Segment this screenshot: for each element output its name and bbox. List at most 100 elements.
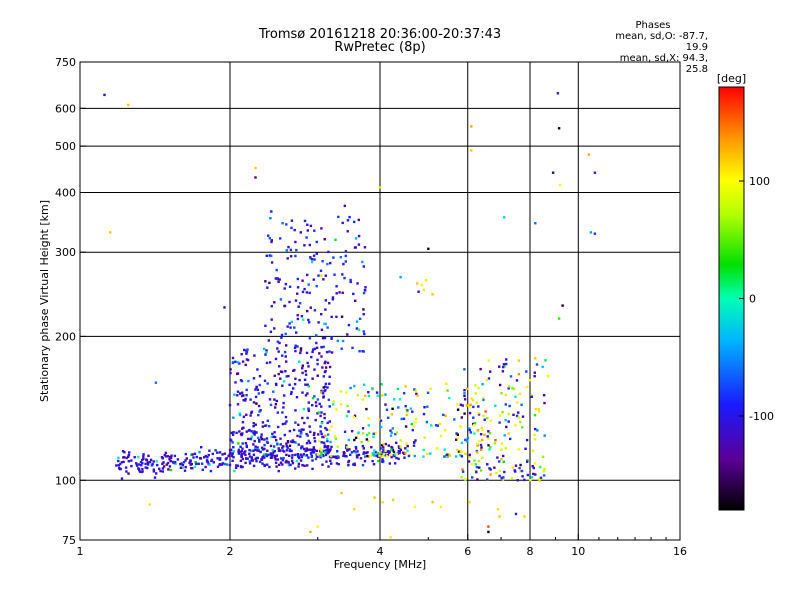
cloud-point [384,449,387,452]
cloud-point [297,455,300,459]
cloud-point [299,453,302,456]
cloud-point [166,455,170,458]
cloud-point [252,401,256,404]
chart-subtitle: RwPretec (8p) [334,40,426,55]
cloud-point [226,463,229,466]
cloud-point [236,394,239,397]
cloud-point [398,451,401,455]
cloud-point [296,453,300,456]
cloud-point [277,350,280,353]
data-point [270,210,273,213]
cloud-point [479,443,483,447]
cloud-point [276,458,280,461]
data-point [254,176,257,179]
cloud-point [330,425,333,428]
cloud-point [382,442,385,446]
cloud-point [502,460,505,463]
cloud-point [457,450,461,453]
cloud-point [357,218,360,222]
cloud-point [274,403,278,406]
cloud-point [173,454,177,458]
cloud-point [297,462,301,465]
cloud-point [279,443,282,446]
cloud-point [231,433,235,436]
cloud-point [252,464,256,468]
cloud-point [272,451,275,454]
cloud-point [306,416,309,420]
cloud-point [395,431,399,434]
cloud-point [167,468,170,471]
cloud-point [239,433,243,436]
cloud-point [324,360,327,363]
cloud-point [329,459,332,462]
cloud-point [350,451,354,454]
cloud-point [315,285,318,288]
cloud-point [304,373,308,376]
cloud-point [315,346,319,349]
cloud-point [236,464,239,467]
cloud-point [487,377,491,380]
cloud-point [314,401,318,404]
cloud-point [218,463,222,466]
cloud-point [532,466,535,470]
cloud-point [261,462,264,465]
cloud-point [119,467,122,471]
cloud-point [355,320,359,323]
cloud-point [214,449,217,452]
cloud-point [361,463,365,467]
cloud-point [218,457,222,460]
cloud-point [505,358,508,361]
cloud-point [365,451,368,455]
cloud-point [346,446,349,449]
cloud-point [308,337,312,340]
cloud-point [163,453,166,457]
cloud-point [137,463,140,466]
cloud-point [410,422,413,426]
cloud-point [397,457,400,461]
cloud-point [487,444,490,447]
cloud-point [331,296,335,299]
cloud-point [249,414,252,417]
cloud-point [146,461,150,464]
cloud-point [239,465,243,468]
cloud-point [256,436,260,439]
cloud-point [349,280,352,284]
cloud-point [236,361,240,364]
cloud-point [402,451,405,454]
cloud-point [286,257,289,260]
cloud-point [242,399,245,402]
cloud-point [319,425,322,428]
cloud-point [328,375,331,378]
data-point [589,231,593,234]
cloud-point [300,455,303,459]
cloud-point [266,419,269,422]
cloud-point [306,273,309,277]
cloud-point [216,451,219,454]
cloud-point [156,463,159,467]
cloud-point [526,473,529,477]
cloud-point [531,449,535,452]
cloud-point [363,460,367,463]
cloud-point [400,417,403,421]
cloud-point [413,441,416,444]
cloud-point [357,234,361,238]
cloud-point [446,455,449,458]
cloud-point [489,370,492,373]
cloud-point [223,462,227,466]
cloud-point [258,375,262,378]
cloud-point [533,438,537,441]
cloud-point [229,448,233,452]
cloud-point [256,368,259,371]
cloud-point [237,450,240,453]
cloud-point [463,394,466,398]
cloud-point [244,397,247,401]
cloud-point [348,448,351,451]
cloud-point [487,359,490,362]
cloud-point [241,442,244,445]
cloud-point [159,469,162,473]
y-tick-label: 300 [55,246,76,259]
cloud-point [313,440,317,443]
cloud-point [242,394,245,397]
cloud-point [285,375,288,378]
cloud-point [232,416,235,419]
